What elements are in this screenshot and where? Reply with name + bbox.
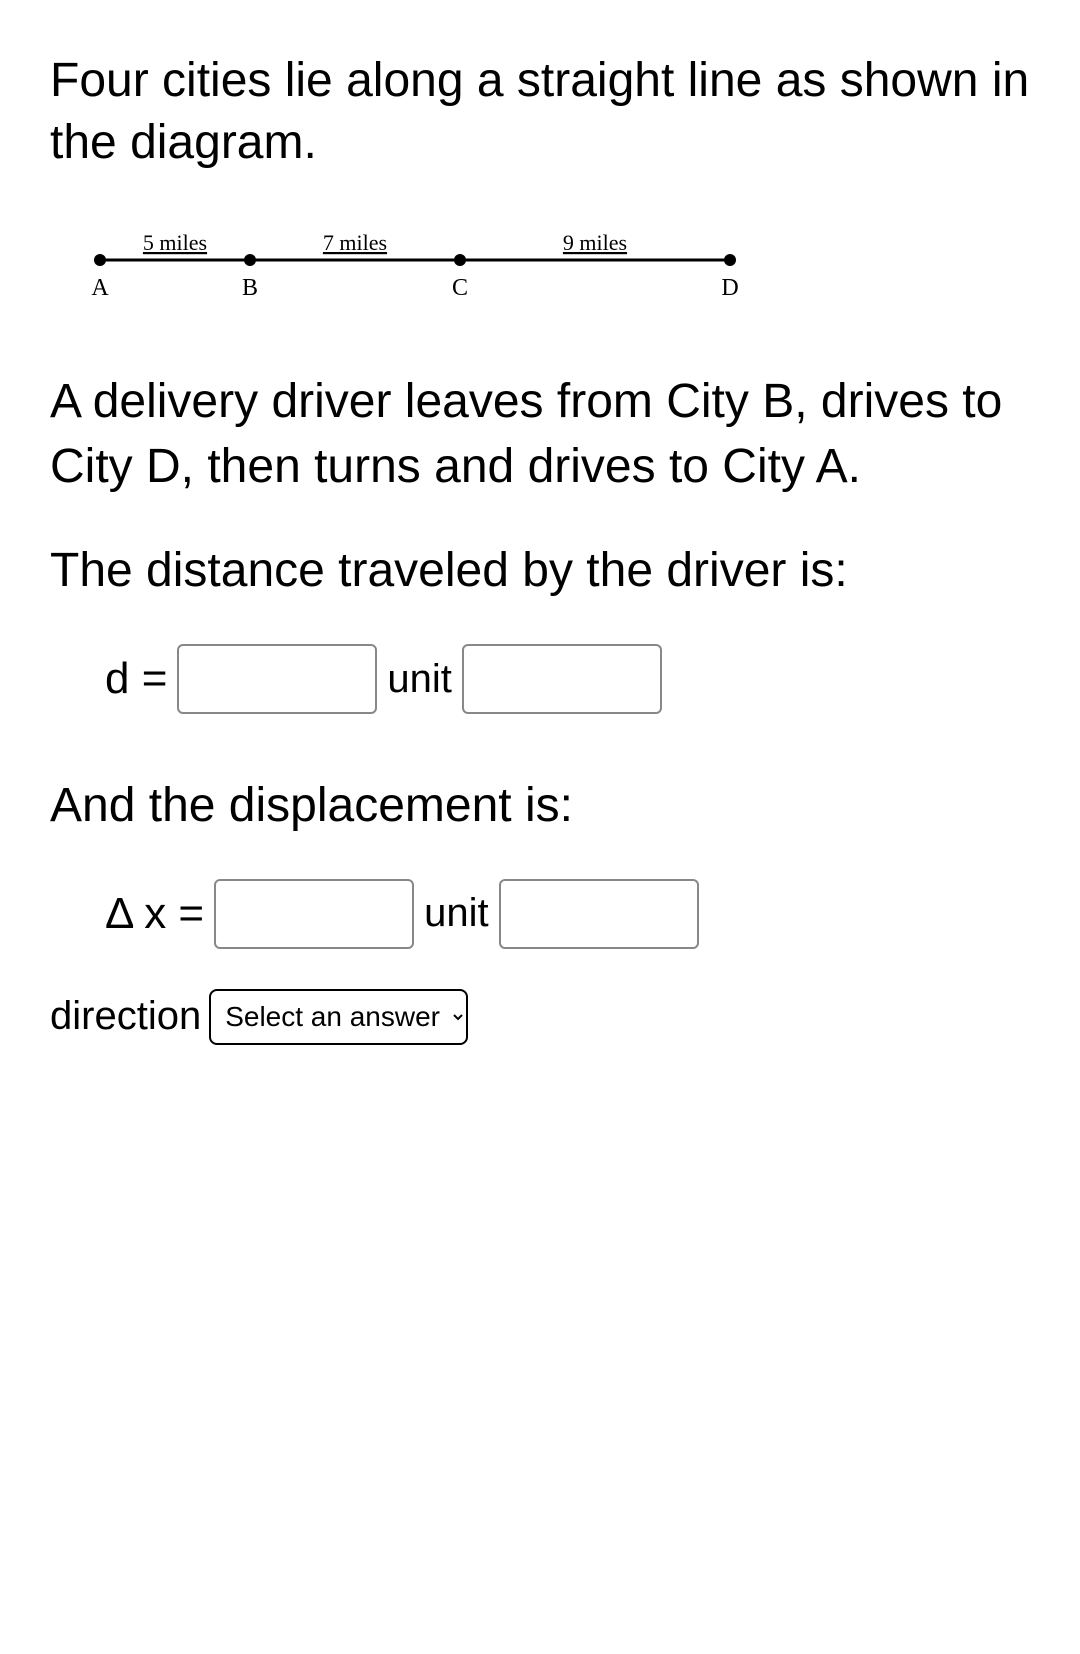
unit-label-1: unit [387,657,452,702]
direction-select[interactable]: Select an answer [209,989,468,1045]
svg-text:D: D [721,275,738,301]
svg-text:9 miles: 9 miles [563,230,627,255]
displacement-value-input[interactable] [214,879,414,949]
intro-text: Four cities lie along a straight line as… [50,50,1030,175]
distance-answer-row: d = unit [105,644,1030,714]
scenario-text: A delivery driver leaves from City B, dr… [50,370,1030,500]
displacement-prompt: And the displacement is: [50,774,1030,839]
displacement-unit-input[interactable] [499,879,699,949]
direction-label: direction [50,994,201,1039]
unit-label-2: unit [424,891,489,936]
svg-text:5 miles: 5 miles [143,230,207,255]
distance-value-input[interactable] [177,644,377,714]
direction-row: direction Select an answer [50,989,1030,1045]
svg-text:C: C [452,275,468,301]
svg-text:7 miles: 7 miles [323,230,387,255]
displacement-answer-row: Δ x = unit [105,879,1030,949]
svg-text:A: A [91,275,109,301]
diagram-svg: A B C D 5 miles 7 miles 9 miles [80,215,780,315]
displacement-var-label: Δ x = [105,889,204,939]
distance-var-label: d = [105,654,167,704]
cities-diagram: A B C D 5 miles 7 miles 9 miles [80,215,1030,320]
svg-text:B: B [242,275,258,301]
distance-prompt: The distance traveled by the driver is: [50,539,1030,604]
distance-unit-input[interactable] [462,644,662,714]
